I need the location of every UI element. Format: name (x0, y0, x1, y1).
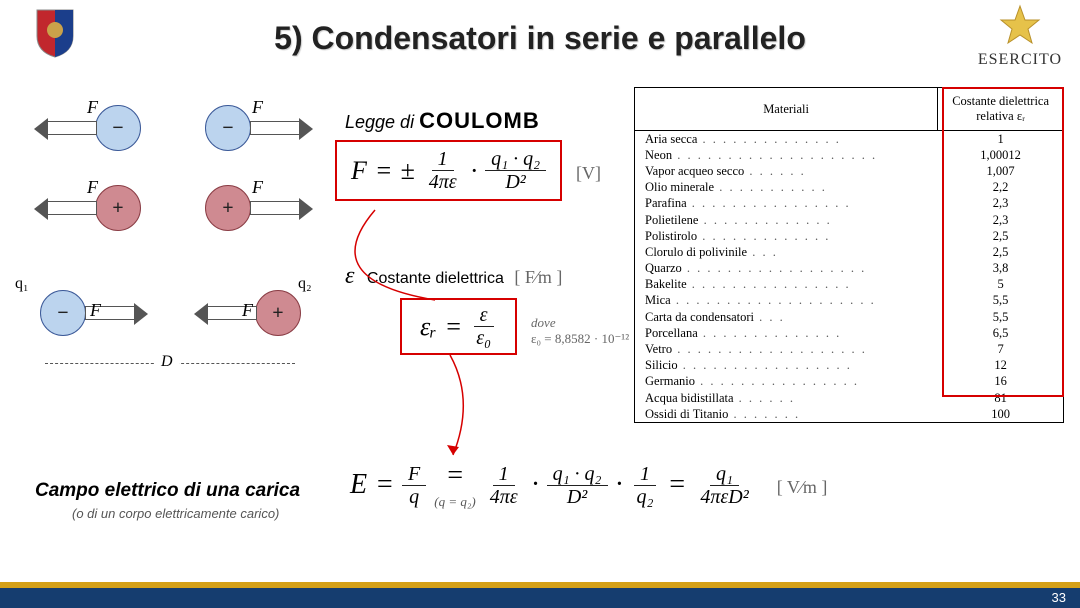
table-row: Mica . . . . . . . . . . . . . . . . . .… (635, 293, 1063, 309)
brand-block: ESERCITO (978, 4, 1062, 69)
eps-rel-formula: εᵣ = εε₀ dove ε₀ = 8,8582 · 10⁻¹² (400, 298, 629, 355)
coulomb-formula: F = ± 14πε · q₁ · q₂D² [V] (335, 140, 601, 201)
table-row: Polistirolo . . . . . . . . . . . . . 2,… (635, 228, 1063, 244)
table-row: Parafina . . . . . . . . . . . . . . . .… (635, 196, 1063, 212)
slide-title: 5) Condensatori in serie e parallelo (0, 20, 1080, 57)
table-row: Porcellana . . . . . . . . . . . . . . 6… (635, 325, 1063, 341)
charge-diagram: − F − F + F + F q₁ − F q₂ + F D (15, 95, 315, 385)
table-row: Germanio . . . . . . . . . . . . . . . .… (635, 374, 1063, 390)
footer-blue-bar: 33 (0, 588, 1080, 608)
efield-heading: Campo elettrico di una carica (35, 480, 300, 502)
table-row: Acqua bidistillata . . . . . . 81 (635, 390, 1063, 406)
table-row: Polietilene . . . . . . . . . . . . . 2,… (635, 212, 1063, 228)
distance-label: D (155, 353, 179, 371)
table-row: Clorulo di polivinile . . . 2,5 (635, 244, 1063, 260)
efield-subheading: (o di un corpo elettricamente carico) (72, 506, 279, 521)
efield-unit: [ V⁄m ] (777, 477, 828, 497)
star-icon (999, 4, 1041, 46)
brand-label: ESERCITO (978, 51, 1062, 69)
table-header-constant: Costante dielettrica relativa εᵣ (938, 88, 1063, 131)
table-row: Carta da condensatori . . . 5,5 (635, 309, 1063, 325)
materials-table: Materiali Costante dielettrica relativa … (634, 87, 1064, 423)
table-header-material: Materiali (635, 88, 938, 131)
table-row: Olio minerale . . . . . . . . . . . 2,2 (635, 180, 1063, 196)
table-row: Ossidi di Titanio . . . . . . . 100 (635, 406, 1063, 422)
coulomb-unit: [V] (576, 163, 601, 183)
page-number: 33 (1052, 590, 1066, 605)
charge-q2-label: q₂ (298, 275, 312, 293)
eps-label-line: ε Costante dielettrica [ F⁄m ] (345, 263, 562, 290)
slide-header: 5) Condensatori in serie e parallelo ESE… (0, 0, 1080, 75)
table-row: Aria secca . . . . . . . . . . . . . . 1 (635, 131, 1063, 148)
table-row: Silicio . . . . . . . . . . . . . . . . … (635, 358, 1063, 374)
table-row: Quarzo . . . . . . . . . . . . . . . . .… (635, 261, 1063, 277)
table-row: Neon . . . . . . . . . . . . . . . . . .… (635, 147, 1063, 163)
coulomb-law-title: Legge di COULOMB (345, 108, 540, 134)
table-row: Bakelite . . . . . . . . . . . . . . . .… (635, 277, 1063, 293)
table-row: Vapor acqueo secco . . . . . . 1,007 (635, 163, 1063, 179)
charge-q1-label: q₁ (15, 275, 29, 293)
table-row: Vetro . . . . . . . . . . . . . . . . . … (635, 341, 1063, 357)
efield-formula: E = Fq = (q = q₂) 14πε · q₁ · q₂D² · 1q₂… (350, 460, 1050, 510)
